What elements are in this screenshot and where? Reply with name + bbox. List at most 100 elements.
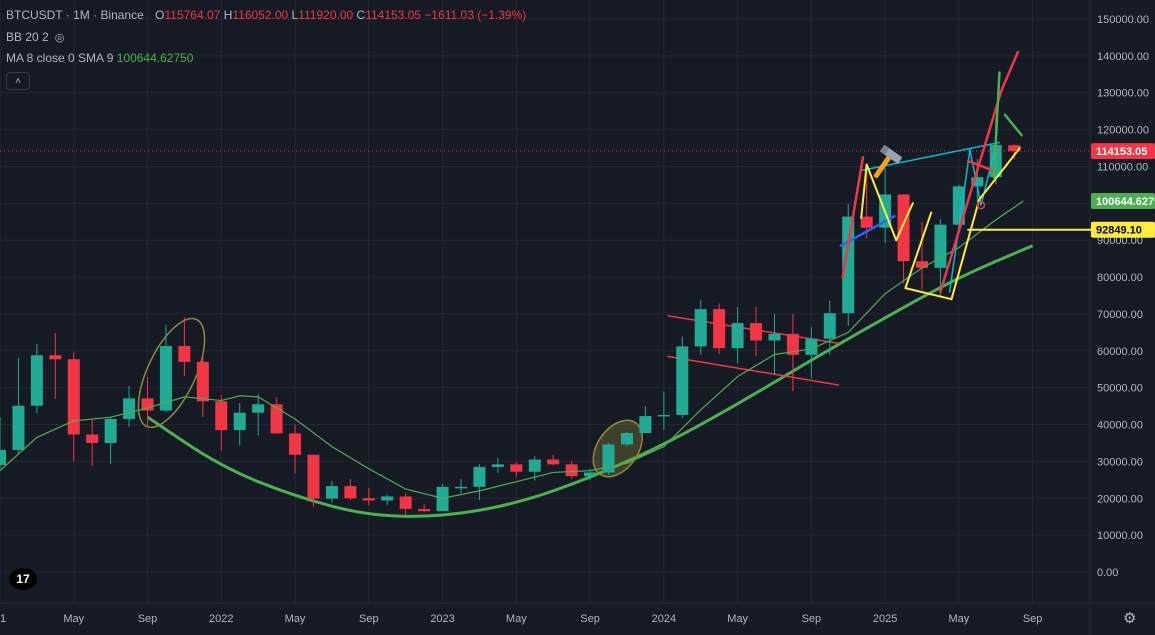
candle-body [270,404,283,434]
symbol-title[interactable]: BTCUSDT · 1M · Binance [6,8,144,22]
price-tick-label: 30000.00 [1097,456,1143,468]
time-tick-label: 2025 [873,613,897,625]
candle-body [731,323,744,349]
chevron-up-icon: ˄ [15,75,21,87]
candle [510,462,523,477]
yellow-pattern-line [904,211,933,290]
price-label-text: 100644.6275 [1096,196,1155,208]
candle-body [159,346,172,411]
time-tick-label: 2022 [209,613,233,625]
eye-hidden-icon[interactable]: ◎ [54,32,65,44]
candle-body [455,486,467,489]
red-trend-line [1000,50,1020,93]
price-axis[interactable]: 150000.00 140000.00 130000.00 120000.00 1100… [1097,14,1149,579]
candle-body [750,323,763,341]
candle [455,479,467,494]
time-tick-label: 2024 [652,613,676,625]
ma-legend[interactable]: MA 8 close 0 SMA 9 100644.62750 [6,51,193,65]
price-tick-label: 20000.00 [1097,493,1143,505]
candle [252,394,265,436]
candle-body [823,313,836,339]
time-axis[interactable]: 21 May Sep 2022 May Sep 2023 May Sep 2024 May Sep 20… [0,613,1042,625]
point-marker [976,200,986,210]
price-tick-label: 10000.00 [1097,530,1143,542]
yellow-pattern-line [978,163,1008,201]
collapse-legend-button[interactable]: ˄ [6,72,30,90]
price-label-box [1091,221,1155,238]
candle-body [897,194,910,262]
candle [916,221,928,290]
candle [86,419,99,466]
bb-label: BB 20 2 [6,30,49,44]
candle-body [639,416,652,434]
close-key: C [356,8,366,22]
tradingview-logo-icon[interactable]: 17 [9,568,37,590]
candle-body [510,464,523,472]
ma-value: 100644.62750 [116,51,194,65]
candle-body [694,309,707,347]
candle [1008,144,1021,160]
bb-legend[interactable]: BB 20 2 ◎ [6,30,64,44]
candle-body [1008,145,1021,152]
candle-body [104,419,117,443]
candle [565,460,578,479]
candle [178,317,191,376]
price-label-box [1091,143,1155,160]
yellow-pattern-line [1005,147,1021,166]
candle-body [620,433,633,445]
price-labels: 114153.05 100644.6275 92849.10 [1091,143,1155,238]
candle-body [67,359,80,435]
price-tick-label: 110000.00 [1097,161,1148,173]
candle-body [971,177,984,187]
candle [473,464,486,501]
price-tick-label: 90000.00 [1097,235,1143,247]
change-value: −1611.03 (−1.39%) [424,8,527,22]
candle [676,336,689,418]
candle [620,431,633,447]
gear-icon[interactable]: ⚙ [1123,610,1137,627]
time-tick-label: May [506,613,527,625]
green-line [1003,113,1023,137]
candle [30,344,43,414]
candle [233,403,246,446]
candle [49,333,62,399]
candle [12,358,25,455]
candle [307,454,320,508]
red-trend-line [966,159,994,172]
cyan-trend-line [980,152,995,206]
candle-body [362,498,375,501]
candle [196,354,209,418]
ma-label: MA 8 close 0 SMA 9 [6,51,114,65]
candle [602,442,615,475]
price-tick-label: 40000.00 [1097,420,1143,432]
candle [344,479,357,501]
price-label-box [1091,192,1155,209]
candle [897,194,910,284]
candle [289,424,302,474]
candle [491,457,504,473]
candle-body [657,414,670,417]
candle-body [713,309,726,349]
pattern-drawings[interactable] [0,50,1093,301]
yellow-pattern-line [904,287,953,301]
candle [399,493,412,515]
support-curve [146,244,1034,518]
candle [123,385,136,427]
candle-body [381,496,394,501]
candle [0,417,6,469]
candle [952,184,965,229]
candle-body [436,486,449,512]
candle [159,324,172,413]
candle [215,395,228,451]
open-key: O [155,8,165,22]
candle [768,313,781,375]
candle-body [86,434,99,443]
channel-line [667,355,840,386]
yellow-pattern-line [860,163,868,220]
candle-body [0,449,6,466]
candle-body [399,496,412,509]
yellow-pattern-line [950,198,981,301]
candle-body [49,355,62,360]
